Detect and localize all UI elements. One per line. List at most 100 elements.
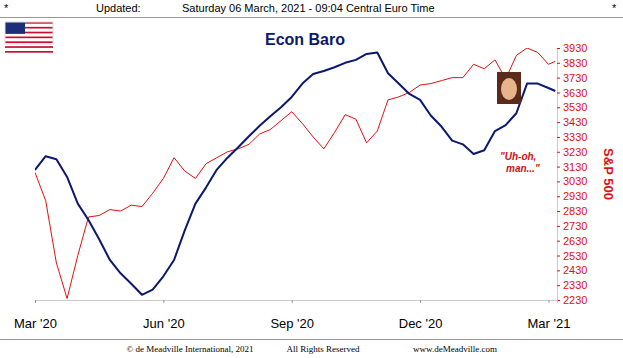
x-tick-label: Dec '20 — [399, 316, 443, 331]
x-tick-mark — [163, 300, 164, 303]
y-tick: 3030 — [557, 175, 587, 187]
chart-canvas: * Updated: Saturday 06 March, 2021 - 09:04… — [0, 0, 623, 358]
y-tick: 2530 — [557, 250, 587, 262]
y-tick-mark — [557, 48, 560, 49]
portrait-face — [501, 78, 517, 100]
y-tick: 3830 — [557, 57, 587, 69]
y-tick: 2330 — [557, 279, 587, 291]
x-tick: Jun '20 — [143, 300, 185, 331]
x-tick: Sep '20 — [270, 300, 314, 331]
y-tick: 2230 — [557, 294, 587, 306]
flag-canton — [5, 22, 25, 34]
x-tick: Dec '20 — [399, 300, 443, 331]
y-tick: 2830 — [557, 205, 587, 217]
flag-stripe — [5, 37, 53, 39]
series-line — [35, 48, 555, 299]
footer-rule — [0, 339, 623, 340]
series-line — [35, 52, 555, 294]
x-tick-mark — [548, 300, 549, 303]
y-tick: 3430 — [557, 116, 587, 128]
y-tick-mark — [557, 181, 560, 182]
header: * Updated: Saturday 06 March, 2021 - 09:04… — [4, 2, 617, 14]
footer-text: © de Meadville International, 2021 — [126, 344, 253, 354]
y-tick-mark — [557, 196, 560, 197]
footer-text: All Rights Reserved — [287, 344, 360, 354]
flag-stripe — [5, 41, 53, 43]
y-tick-mark — [557, 167, 560, 168]
y-tick: 2630 — [557, 235, 587, 247]
y-tick-label: 3130 — [563, 161, 587, 173]
y-tick-mark — [557, 137, 560, 138]
y-tick-label: 3030 — [563, 175, 587, 187]
x-tick-label: Mar '20 — [14, 316, 57, 331]
y-tick: 3230 — [557, 146, 587, 158]
y-tick-label: 2830 — [563, 205, 587, 217]
footer-text: www.deMeadville.com — [413, 344, 497, 354]
y-tick-mark — [557, 78, 560, 79]
portrait-frame — [497, 72, 521, 104]
y-tick-mark — [557, 270, 560, 271]
flag-border — [5, 22, 53, 44]
x-tick-mark — [35, 300, 36, 303]
y-tick-mark — [557, 256, 560, 257]
x-tick-label: Mar '21 — [527, 316, 570, 331]
y-tick: 3930 — [557, 42, 587, 54]
y-tick: 3530 — [557, 101, 587, 113]
y-tick-label: 2930 — [563, 190, 587, 202]
x-tick-mark — [292, 300, 293, 303]
y-tick-label: 3630 — [563, 86, 587, 98]
y-tick: 2430 — [557, 264, 587, 276]
y-tick-label: 2230 — [563, 294, 587, 306]
x-axis-line — [36, 301, 558, 304]
y-axis-line — [558, 49, 561, 301]
y-tick-label: 2330 — [563, 279, 587, 291]
y-tick-label: 2730 — [563, 220, 587, 232]
y-tick-label: 3930 — [563, 42, 587, 54]
annotation: man..." — [506, 163, 540, 174]
header-timestamp: Saturday 06 March, 2021 - 09:04 Central … — [182, 2, 435, 14]
y-tick-label: 3330 — [563, 131, 587, 143]
y-tick: 3630 — [557, 86, 587, 98]
y-tick-label: 3830 — [563, 57, 587, 69]
portrait — [497, 72, 521, 104]
flag — [5, 22, 53, 53]
y-tick-mark — [557, 152, 560, 153]
header-rule — [0, 17, 623, 18]
y-tick-mark — [557, 285, 560, 286]
x-axis: Mar '20 Jun '20 Sep '20 Dec '20 Mar '21 — [14, 300, 570, 331]
header-mark: * — [612, 2, 617, 14]
x-tick-label: Jun '20 — [143, 316, 185, 331]
y-tick: 2730 — [557, 220, 587, 232]
y-tick: 2930 — [557, 190, 587, 202]
y-tick-mark — [557, 92, 560, 93]
y-tick-mark — [557, 122, 560, 123]
y-tick-label: 3730 — [563, 72, 587, 84]
y-tick-label: 2530 — [563, 250, 587, 262]
x-tick: Mar '20 — [14, 300, 57, 331]
y-tick-label: 2630 — [563, 235, 587, 247]
y-tick-mark — [557, 63, 560, 64]
flag-stripe — [5, 46, 53, 48]
x-tick: Mar '21 — [527, 300, 570, 331]
y-tick: 3330 — [557, 131, 587, 143]
y-tick-label: 3430 — [563, 116, 587, 128]
header-updated: Updated: — [96, 2, 141, 14]
chart-title: Econ Baro — [265, 31, 345, 48]
y-tick-mark — [557, 241, 560, 242]
y-tick-label: 2430 — [563, 264, 587, 276]
y-tick: 3730 — [557, 72, 587, 84]
y-tick-mark — [557, 107, 560, 108]
flag-stripe — [5, 51, 53, 53]
plot-area — [35, 48, 555, 299]
y-tick-label: 3530 — [563, 101, 587, 113]
y-axis: 2230 2330 2430 2530 2630 2730 2830 2930 3030 3130… — [557, 42, 587, 306]
x-tick-label: Sep '20 — [270, 316, 314, 331]
y-tick-mark — [557, 211, 560, 212]
header-mark: * — [4, 2, 9, 14]
annotation: "Uh-oh, — [500, 151, 536, 162]
y-tick-mark — [557, 226, 560, 227]
x-tick-mark — [420, 300, 421, 303]
y-tick-label: 3230 — [563, 146, 587, 158]
y-axis-title: S&P 500 — [601, 148, 616, 200]
y-tick: 3130 — [557, 161, 587, 173]
